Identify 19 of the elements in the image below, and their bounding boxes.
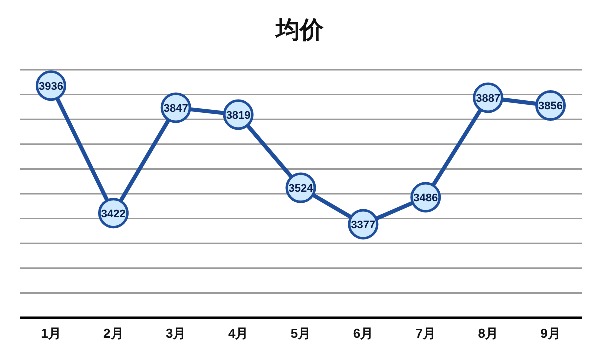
x-tick-label: 2月 bbox=[104, 326, 124, 341]
data-label: 3856 bbox=[538, 100, 564, 113]
x-tick-label: 1月 bbox=[41, 326, 62, 341]
x-tick-label: 5月 bbox=[290, 326, 312, 341]
x-tick-label: 6月 bbox=[353, 326, 374, 341]
data-label: 3847 bbox=[164, 102, 188, 115]
chart-title: 均价 bbox=[274, 17, 325, 44]
x-tick-label: 7月 bbox=[416, 326, 436, 341]
x-tick-label: 9月 bbox=[540, 326, 561, 341]
data-label: 3422 bbox=[101, 208, 126, 220]
data-label: 3936 bbox=[38, 80, 64, 93]
x-tick-label: 8月 bbox=[478, 326, 498, 341]
data-label: 3887 bbox=[476, 93, 501, 106]
data-label: 3524 bbox=[288, 183, 314, 196]
x-tick-label: 3月 bbox=[166, 326, 186, 341]
data-label: 3377 bbox=[351, 220, 376, 232]
x-tick-label: 4月 bbox=[228, 326, 249, 341]
data-label: 3486 bbox=[414, 192, 438, 204]
data-label: 3819 bbox=[226, 110, 251, 122]
